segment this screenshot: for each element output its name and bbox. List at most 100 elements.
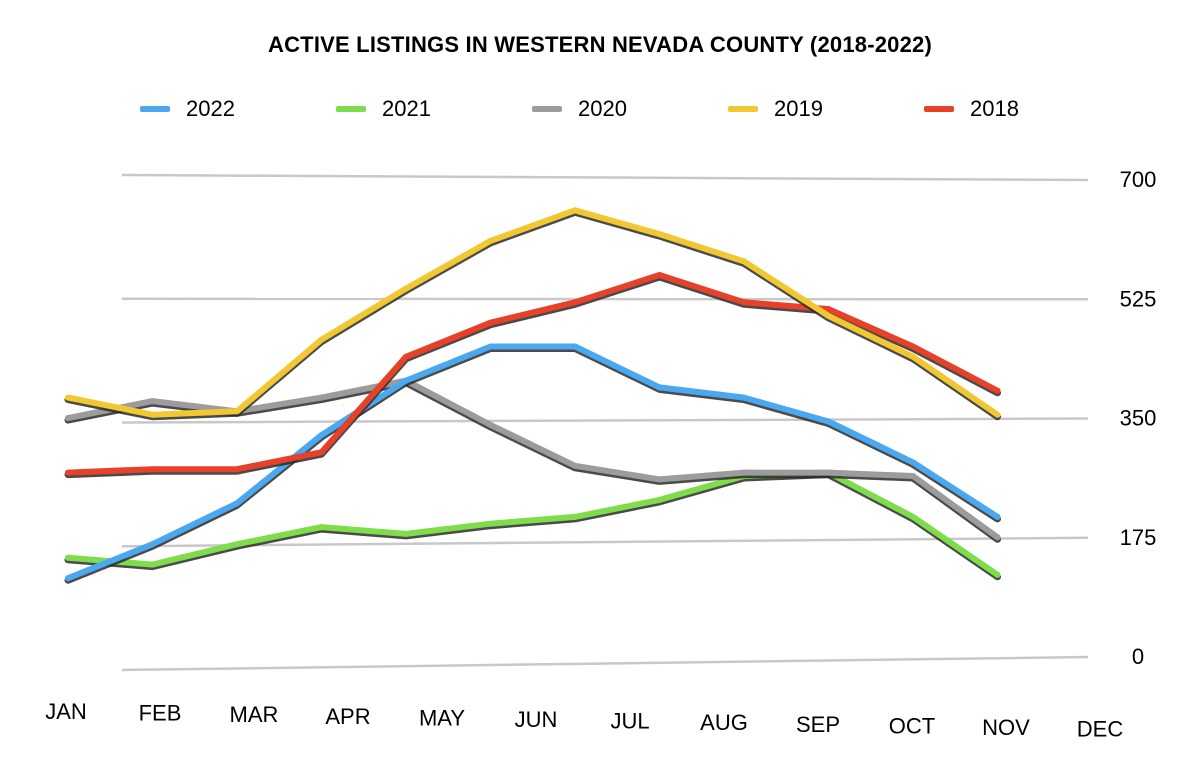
y-axis-ticks: 0 175 350 525 700 — [1120, 167, 1157, 669]
data-point — [234, 466, 240, 473]
data-point — [318, 394, 325, 401]
data-point — [572, 513, 578, 520]
legend-item-2020: 2020 — [532, 96, 627, 122]
legend-label-2018: 2018 — [970, 96, 1019, 121]
legend-swatch-2019 — [728, 106, 758, 112]
series-2022 — [64, 343, 1001, 584]
legend-item-2022: 2022 — [140, 96, 235, 122]
data-point — [318, 432, 325, 439]
data-point — [149, 561, 156, 568]
x-tick-label: APR — [325, 704, 370, 729]
data-point — [572, 207, 578, 214]
data-point — [403, 377, 409, 384]
data-point — [487, 319, 494, 326]
data-point — [910, 513, 916, 520]
legend-label-2021: 2021 — [382, 96, 431, 121]
legend-label-2019: 2019 — [774, 96, 823, 121]
data-point — [656, 496, 663, 503]
gridlines — [121, 173, 1089, 672]
data-point — [65, 394, 71, 401]
data-point — [656, 476, 663, 483]
x-tick-label: FEB — [139, 701, 182, 726]
gridline — [121, 173, 1089, 182]
data-point — [149, 398, 156, 405]
data-point — [825, 312, 832, 319]
data-point — [149, 541, 156, 548]
data-point — [825, 306, 832, 313]
x-axis-ticks: JAN FEB MAR APR MAY JUN JUL AUG SEP OCT NOV DEC — [45, 699, 1123, 742]
data-point — [65, 554, 71, 561]
data-point — [403, 285, 409, 292]
data-point — [994, 534, 1001, 541]
data-point — [572, 462, 578, 469]
data-point — [656, 384, 663, 391]
data-point — [656, 231, 663, 238]
data-point — [741, 299, 747, 306]
data-point — [825, 418, 832, 425]
data-point — [656, 272, 663, 278]
data-point — [234, 408, 240, 415]
data-point — [487, 520, 494, 527]
legend-swatch-2018 — [924, 106, 954, 112]
y-tick-label: 175 — [1120, 525, 1157, 550]
series-2018 — [64, 272, 1001, 479]
y-tick-label: 525 — [1120, 286, 1157, 311]
legend-label-2022: 2022 — [186, 96, 235, 121]
data-point — [65, 575, 71, 582]
legend-label-2020: 2020 — [578, 96, 627, 121]
gridline — [121, 655, 1089, 672]
series-line — [65, 343, 1001, 582]
data-point — [910, 473, 916, 479]
legend-swatch-2022 — [140, 106, 170, 112]
series-lines — [64, 207, 1001, 584]
y-tick-label: 0 — [1132, 644, 1144, 669]
data-point — [487, 343, 494, 350]
x-tick-label: OCT — [889, 713, 935, 738]
data-point — [741, 258, 747, 265]
series-2019 — [64, 207, 1001, 421]
data-point — [741, 469, 747, 476]
x-tick-label: SEP — [796, 712, 840, 737]
data-point — [572, 299, 578, 306]
data-point — [994, 387, 1001, 394]
data-point — [910, 353, 916, 360]
gridline — [121, 297, 1089, 301]
data-point — [149, 466, 156, 473]
gridline — [121, 417, 1089, 424]
data-point — [318, 524, 325, 531]
data-point — [487, 421, 494, 428]
data-point — [234, 541, 240, 548]
data-point — [65, 415, 71, 422]
legend: 2022 2021 2020 2019 2018 — [140, 96, 1100, 128]
legend-item-2021: 2021 — [336, 96, 431, 122]
x-tick-label: MAY — [419, 705, 465, 730]
data-point — [65, 469, 71, 476]
data-point — [994, 411, 1001, 418]
x-tick-label: JUN — [515, 707, 558, 732]
data-point — [403, 353, 409, 360]
data-point — [741, 394, 747, 401]
data-point — [149, 411, 156, 418]
x-tick-label: AUG — [700, 710, 748, 735]
legend-item-2019: 2019 — [728, 96, 823, 122]
x-tick-label: MAR — [230, 702, 279, 727]
data-point — [994, 513, 1001, 520]
data-point — [318, 449, 325, 456]
data-point — [910, 343, 916, 350]
data-point — [910, 459, 916, 466]
data-point — [572, 343, 578, 350]
legend-swatch-2020 — [532, 106, 562, 112]
data-point — [234, 500, 240, 507]
x-tick-label: NOV — [982, 715, 1030, 740]
data-point — [403, 530, 409, 537]
legend-swatch-2021 — [336, 106, 366, 112]
gridline — [121, 536, 1089, 548]
series-line — [65, 377, 1001, 541]
series-line — [65, 207, 1001, 418]
series-line — [65, 272, 1001, 476]
series-line — [65, 469, 1001, 578]
legend-item-2018: 2018 — [924, 96, 1019, 122]
data-point — [318, 336, 325, 343]
data-point — [487, 237, 494, 244]
